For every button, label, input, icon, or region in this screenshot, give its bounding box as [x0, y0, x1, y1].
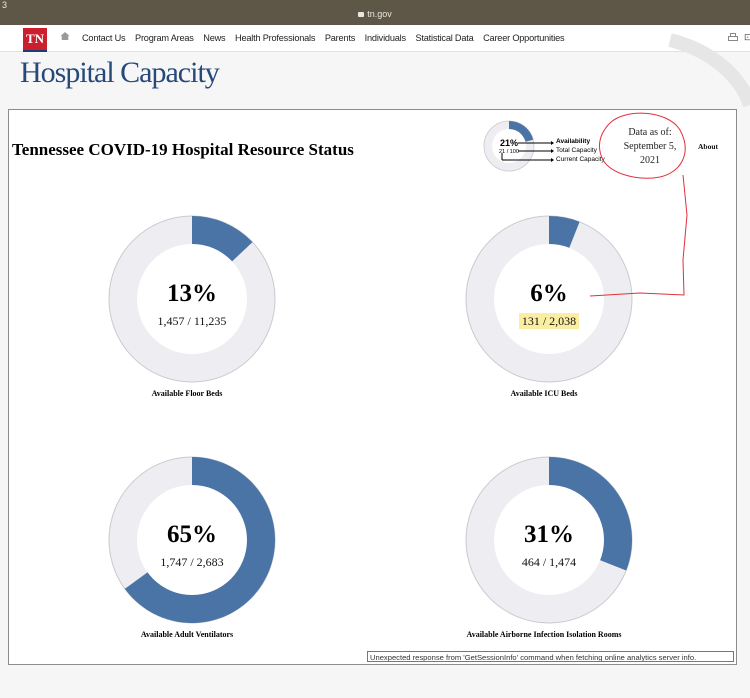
gauge-isolation-rooms-counts: 464 / 1,474 [521, 555, 577, 569]
nav-link-health-professionals[interactable]: Health Professionals [235, 33, 316, 43]
legend-total-capacity: Total Capacity [556, 147, 597, 154]
gauge-adult-ventilators-percent: 65% [167, 521, 217, 548]
home-icon[interactable] [60, 31, 70, 41]
page-title: Hospital Capacity [20, 56, 220, 89]
about-link[interactable]: About [698, 142, 719, 151]
gauge-adult-ventilators-chart [108, 456, 276, 624]
legend-availability: Availability [556, 138, 591, 145]
legend-chart [483, 120, 554, 172]
gauge-adult-ventilators-counts: 1,747 / 2,683 [160, 555, 224, 569]
data-date-note: Data as of: September 5, 2021 [605, 126, 695, 168]
legend-percent: 21% [499, 138, 518, 148]
print-icon[interactable] [728, 33, 738, 42]
gauge-isolation-rooms-percent: 31% [524, 521, 574, 548]
gauge-floor-beds-chart [108, 215, 276, 383]
date-note-line1: Data as of: [628, 127, 672, 138]
gauge-floor-beds-label: Available Floor Beds [151, 389, 223, 398]
gauge-adult-ventilators: 65% 1,747 / 2,683 [107, 455, 277, 625]
gauge-floor-beds: 13% 1,457 / 11,235 [107, 214, 277, 384]
gauge-floor-beds-counts: 1,457 / 11,235 [157, 314, 227, 328]
legend-current-capacity: Current Capacity [556, 156, 605, 163]
dashboard-title: Tennessee COVID-19 Hospital Resource Sta… [12, 140, 354, 159]
gauge-icu-beds-percent: 6% [530, 280, 568, 307]
nav-link-contact-us[interactable]: Contact Us [82, 33, 126, 43]
gauge-icu-beds: 6% 131 / 2,038 [464, 214, 634, 384]
legend-fraction: 21 / 100 [499, 149, 519, 155]
gauge-icu-beds-counts: 131 / 2,038 [518, 313, 580, 329]
legend: 21% 21 / 100 Availability Total Capacity… [478, 116, 613, 180]
nav-link-statistical-data[interactable]: Statistical Data [415, 33, 474, 43]
nav-link-parents[interactable]: Parents [324, 33, 356, 43]
nav-link-career-opportunities[interactable]: Career Opportunities [483, 33, 565, 43]
nav-link-individuals[interactable]: Individuals [364, 33, 406, 43]
nav-link-news[interactable]: News [203, 33, 226, 43]
browser-toolbar: 3 tn.gov [0, 0, 750, 25]
gauge-isolation-rooms: 31% 464 / 1,474 [464, 455, 634, 625]
error-message: Unexpected response from 'GetSessionInfo… [367, 651, 734, 662]
tn-logo[interactable]: TN [23, 28, 47, 52]
decorative-arc [668, 33, 750, 108]
nav-edge-glyph: ⊡ [744, 32, 750, 42]
site-nav: TN Contact Us Program Areas News Health … [0, 25, 750, 52]
gauge-isolation-rooms-chart [465, 456, 633, 624]
gauge-isolation-rooms-label: Available Airborne Infection Isolation R… [466, 630, 622, 639]
date-note-line2: September 5, [623, 141, 677, 152]
url-text: tn.gov [367, 9, 392, 19]
gauge-icu-beds-label: Available ICU Beds [510, 389, 578, 398]
address-bar[interactable]: tn.gov [0, 9, 750, 19]
lock-icon [358, 12, 365, 17]
date-note-line3: 2021 [640, 155, 660, 166]
nav-link-program-areas[interactable]: Program Areas [135, 33, 194, 43]
gauge-adult-ventilators-label: Available Adult Ventilators [140, 630, 234, 639]
nav-links: Contact Us Program Areas News Health Pro… [82, 33, 571, 43]
toolbar-corner-text: 3 [2, 0, 8, 10]
gauge-floor-beds-percent: 13% [167, 280, 217, 307]
